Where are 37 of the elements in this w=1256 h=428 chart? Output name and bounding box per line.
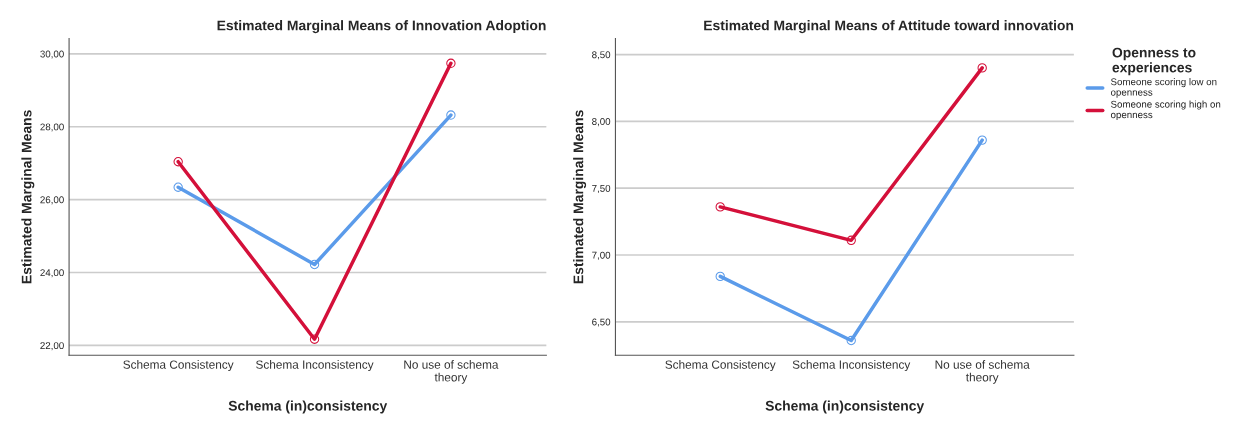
point (715, 271, 725, 282)
y-tick-label: 8,50 (592, 51, 611, 60)
y-tick-label: 8,00 (592, 118, 611, 127)
legend-title: Openness to experiences (1112, 47, 1196, 76)
y-tick-label: 28,00 (40, 123, 64, 132)
point (309, 259, 320, 270)
x-tick-label: Schema Consistency (665, 360, 776, 372)
x-tick-label: Schema Consistency (123, 360, 234, 372)
y-axis-title: Estimated Marginal Means (573, 110, 587, 284)
legend-label: Someone scoring low on openness (1110, 78, 1217, 98)
point (446, 58, 456, 68)
x-axis-title: Schema (in)consistency (765, 400, 925, 414)
y-axis-title: Estimated Marginal Means (21, 110, 35, 284)
x-tick-label: Schema Inconsistency (792, 360, 911, 372)
point (173, 157, 183, 167)
y-tick-label: 30,00 (40, 50, 64, 59)
point (173, 182, 183, 192)
chart-title: Estimated Marginal Means of Attitude toward innovation (704, 20, 1074, 34)
legend-label: Someone scoring high on openness (1110, 100, 1221, 121)
x-axis-title: Schema (in)consistency (228, 400, 388, 414)
chart-title: Estimated Marginal Means of Innovation Adoption (217, 20, 546, 34)
point (446, 110, 456, 120)
point (715, 202, 725, 212)
y-tick-label: 26,00 (40, 196, 64, 205)
y-tick-label: 22,00 (40, 342, 64, 351)
x-tick-label: No use of schema theory (404, 360, 499, 384)
y-tick-label: 24,00 (40, 269, 64, 278)
point (309, 334, 320, 344)
x-tick-label: No use of schema theory (935, 360, 1030, 384)
point (846, 235, 856, 245)
point (846, 335, 856, 346)
point (977, 63, 987, 73)
y-tick-label: 6,50 (592, 318, 611, 327)
x-tick-label: Schema Inconsistency (256, 360, 374, 372)
point (977, 135, 987, 145)
y-tick-label: 7,00 (592, 251, 611, 260)
y-tick-label: 7,50 (592, 184, 611, 193)
